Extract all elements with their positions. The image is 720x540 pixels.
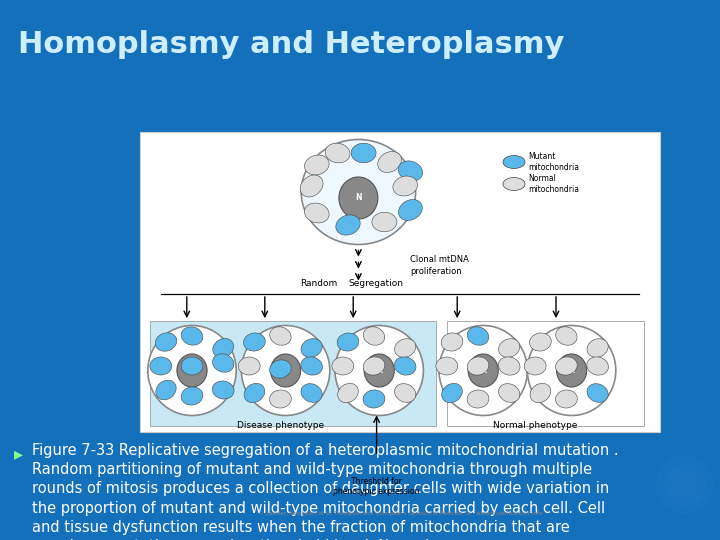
Ellipse shape: [530, 383, 551, 403]
Ellipse shape: [439, 326, 527, 415]
Ellipse shape: [467, 327, 489, 345]
Ellipse shape: [587, 339, 608, 357]
Ellipse shape: [301, 139, 415, 245]
Ellipse shape: [301, 339, 323, 357]
Ellipse shape: [587, 357, 608, 375]
Ellipse shape: [498, 339, 520, 357]
Circle shape: [673, 473, 697, 497]
Ellipse shape: [441, 383, 462, 403]
Text: Normal phenotype: Normal phenotype: [493, 422, 577, 430]
Ellipse shape: [503, 156, 525, 168]
Ellipse shape: [529, 333, 552, 351]
Text: N: N: [355, 193, 361, 202]
Ellipse shape: [241, 326, 330, 415]
Ellipse shape: [269, 390, 292, 408]
Ellipse shape: [150, 357, 172, 375]
Text: Homoplasmy and Heteroplasmy: Homoplasmy and Heteroplasmy: [18, 30, 564, 59]
Ellipse shape: [300, 175, 323, 197]
Ellipse shape: [378, 152, 402, 172]
Ellipse shape: [332, 357, 354, 375]
Ellipse shape: [498, 357, 520, 375]
Text: N: N: [568, 366, 575, 375]
Ellipse shape: [271, 354, 301, 387]
Ellipse shape: [436, 357, 458, 375]
Ellipse shape: [364, 354, 395, 387]
Ellipse shape: [399, 199, 422, 220]
Ellipse shape: [339, 177, 378, 219]
Ellipse shape: [335, 326, 423, 415]
Ellipse shape: [177, 354, 207, 387]
Ellipse shape: [156, 380, 176, 400]
Ellipse shape: [363, 390, 385, 408]
Ellipse shape: [336, 215, 360, 235]
Ellipse shape: [181, 327, 203, 345]
Ellipse shape: [467, 390, 489, 408]
Ellipse shape: [156, 333, 176, 351]
Text: Disease phenotype: Disease phenotype: [237, 422, 324, 430]
Ellipse shape: [556, 327, 577, 345]
Text: Segregation: Segregation: [348, 279, 403, 288]
Ellipse shape: [363, 357, 384, 375]
Ellipse shape: [212, 354, 234, 372]
Ellipse shape: [364, 327, 384, 345]
Text: N: N: [189, 366, 195, 375]
Ellipse shape: [467, 357, 489, 375]
Text: ▸: ▸: [14, 445, 23, 463]
Ellipse shape: [301, 383, 323, 402]
Text: Clonal mtDNA
proliferation: Clonal mtDNA proliferation: [410, 255, 469, 275]
Ellipse shape: [398, 161, 423, 181]
Text: N: N: [376, 366, 382, 375]
Ellipse shape: [305, 203, 329, 223]
Ellipse shape: [244, 383, 265, 403]
Ellipse shape: [498, 383, 520, 402]
Ellipse shape: [395, 339, 416, 357]
Circle shape: [657, 457, 713, 513]
Ellipse shape: [587, 383, 608, 402]
Ellipse shape: [243, 333, 265, 351]
Ellipse shape: [269, 360, 291, 378]
FancyBboxPatch shape: [150, 321, 436, 426]
Ellipse shape: [325, 143, 350, 163]
Ellipse shape: [557, 354, 587, 387]
Text: N: N: [480, 366, 487, 375]
Ellipse shape: [393, 176, 418, 196]
Ellipse shape: [372, 212, 397, 232]
Ellipse shape: [527, 326, 616, 415]
Ellipse shape: [338, 383, 359, 403]
FancyBboxPatch shape: [140, 132, 660, 432]
Text: Mutant
mitochondria: Mutant mitochondria: [528, 152, 579, 172]
Ellipse shape: [395, 357, 416, 375]
Ellipse shape: [212, 339, 234, 357]
Ellipse shape: [395, 383, 416, 402]
Text: Threshold for
phenotypic expression: Threshold for phenotypic expression: [333, 477, 420, 496]
Circle shape: [665, 465, 705, 505]
Ellipse shape: [212, 381, 234, 399]
Ellipse shape: [441, 333, 463, 351]
Ellipse shape: [556, 357, 577, 375]
Ellipse shape: [468, 354, 498, 387]
Text: Figure 7-33 Replicative segregation of a heteroplasmic mitochondrial mutation .
: Figure 7-33 Replicative segregation of a…: [32, 443, 618, 540]
Text: N: N: [282, 366, 289, 375]
Ellipse shape: [181, 357, 203, 375]
Ellipse shape: [301, 357, 323, 375]
Ellipse shape: [503, 178, 525, 191]
Ellipse shape: [351, 143, 376, 163]
Ellipse shape: [148, 326, 236, 415]
Ellipse shape: [270, 327, 291, 345]
Ellipse shape: [238, 357, 260, 375]
Text: Random: Random: [300, 279, 338, 288]
Ellipse shape: [524, 357, 546, 375]
Ellipse shape: [556, 390, 577, 408]
FancyBboxPatch shape: [447, 321, 644, 426]
Text: © Elsevier, Nussbaum et al: Thompson and Thompson's Genetics in Medicine 7e - ww: © Elsevier, Nussbaum et al: Thompson and…: [258, 510, 542, 516]
Text: Normal
mitochondria: Normal mitochondria: [528, 174, 579, 194]
Ellipse shape: [337, 333, 359, 351]
Ellipse shape: [305, 155, 329, 175]
Ellipse shape: [181, 387, 203, 405]
